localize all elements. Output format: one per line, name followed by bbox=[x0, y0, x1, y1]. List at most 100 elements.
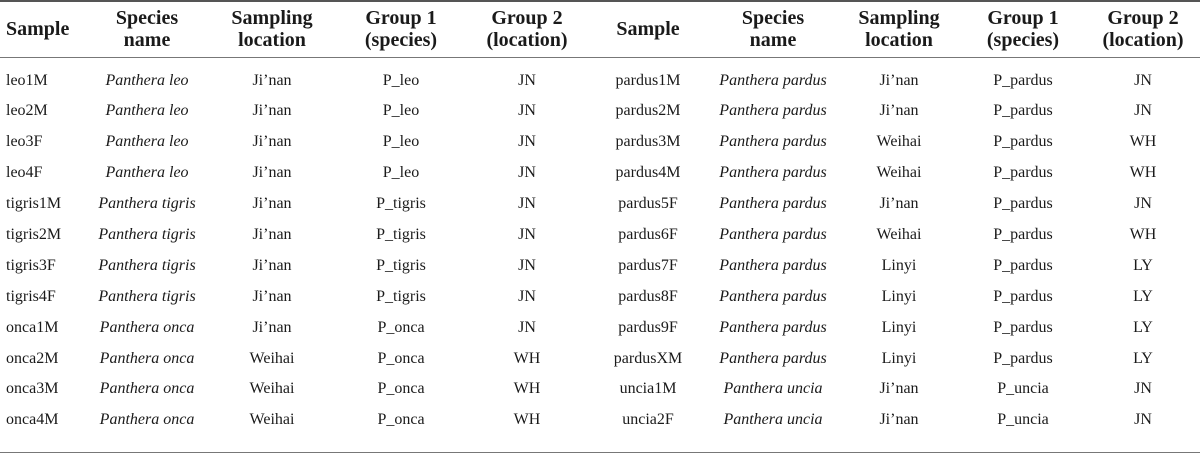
column-header-line: Group 1 bbox=[365, 7, 437, 29]
group2-cell: JN bbox=[518, 164, 536, 182]
sample-cell: pardus4M bbox=[615, 164, 681, 182]
group1-cell: P_leo bbox=[382, 102, 420, 120]
group2-cell: WH bbox=[513, 380, 541, 398]
table-header-rule bbox=[0, 57, 1200, 58]
location-cell: Ji’nan bbox=[252, 287, 292, 305]
group2-cell: WH bbox=[513, 411, 541, 429]
sample-cell: onca1M bbox=[6, 318, 59, 336]
table-row: tigris3F Panthera tigris Ji’nan P_tigris JN p… bbox=[0, 250, 1200, 281]
sample-cell: leo4F bbox=[6, 164, 43, 182]
group1-cell: P_pardus bbox=[993, 195, 1053, 213]
column-header: Group 2 (location) bbox=[1086, 0, 1200, 58]
group2-cell: JN bbox=[1134, 411, 1152, 429]
species-cell: Panthera pardus bbox=[719, 226, 827, 243]
group1-cell: P_pardus bbox=[993, 164, 1053, 182]
group2-cell: LY bbox=[1133, 287, 1153, 305]
group1-cell: P_onca bbox=[377, 380, 425, 398]
table-row: onca1M Panthera onca Ji’nan P_onca JN pardus9… bbox=[0, 312, 1200, 343]
column-header-line: location bbox=[865, 29, 933, 51]
column-header: Sampling location bbox=[208, 0, 336, 58]
species-cell: Panthera pardus bbox=[719, 72, 827, 89]
column-header-line: Species bbox=[741, 7, 805, 29]
group1-cell: P_pardus bbox=[993, 72, 1053, 89]
group2-cell: JN bbox=[518, 318, 536, 336]
group2-cell: WH bbox=[1129, 164, 1157, 182]
group2-cell: JN bbox=[1134, 380, 1152, 398]
sample-cell: tigris4F bbox=[6, 287, 56, 305]
location-cell: Ji’nan bbox=[252, 256, 292, 274]
sample-cell: pardus2M bbox=[615, 102, 681, 120]
column-header-line: Sampling bbox=[858, 7, 940, 29]
species-cell: Panthera leo bbox=[105, 133, 189, 151]
column-header-line: Sampling bbox=[231, 7, 313, 29]
table-body: leo1M Panthera leo Ji’nan P_leo JN pardus1M Pa… bbox=[0, 58, 1200, 436]
group1-cell: P_pardus bbox=[993, 133, 1053, 151]
sample-cell: uncia1M bbox=[619, 380, 677, 398]
species-cell: Panthera onca bbox=[99, 411, 195, 429]
location-cell: Ji’nan bbox=[879, 380, 919, 398]
sample-cell: pardus8F bbox=[618, 287, 678, 305]
group1-cell: P_pardus bbox=[993, 102, 1053, 120]
sample-cell: onca4M bbox=[6, 411, 59, 429]
location-cell: Ji’nan bbox=[252, 72, 292, 89]
sample-table: Sample Species name Sampling location Group 1… bbox=[0, 0, 1200, 436]
group1-cell: P_uncia bbox=[997, 411, 1049, 429]
table-row: tigris2M Panthera tigris Ji’nan P_tigris JN p… bbox=[0, 220, 1200, 251]
group2-cell: WH bbox=[1129, 226, 1157, 243]
group2-cell: LY bbox=[1133, 349, 1153, 367]
species-cell: Panthera pardus bbox=[719, 318, 827, 336]
location-cell: Linyi bbox=[881, 349, 917, 367]
column-header-line: (species) bbox=[364, 29, 438, 51]
group1-cell: P_leo bbox=[382, 72, 420, 89]
group2-cell: JN bbox=[518, 287, 536, 305]
location-cell: Weihai bbox=[876, 133, 922, 151]
sample-cell: pardus7F bbox=[618, 256, 678, 274]
location-cell: Ji’nan bbox=[252, 318, 292, 336]
table-row: leo1M Panthera leo Ji’nan P_leo JN pardus1M Pa… bbox=[0, 58, 1200, 96]
group1-cell: P_pardus bbox=[993, 226, 1053, 243]
column-header: Group 1 (species) bbox=[336, 0, 466, 58]
column-header: Sampling location bbox=[838, 0, 960, 58]
sample-cell: pardus6F bbox=[618, 226, 678, 243]
species-cell: Panthera tigris bbox=[98, 195, 196, 213]
species-cell: Panthera pardus bbox=[719, 287, 827, 305]
group2-cell: LY bbox=[1133, 318, 1153, 336]
location-cell: Linyi bbox=[881, 256, 917, 274]
table-row: onca3M Panthera onca Weihai P_onca WH uncia1M… bbox=[0, 374, 1200, 405]
location-cell: Ji’nan bbox=[252, 195, 292, 213]
location-cell: Ji’nan bbox=[252, 102, 292, 120]
column-header-line: Group 2 bbox=[491, 7, 563, 29]
column-header-line: Species bbox=[115, 7, 179, 29]
group1-cell: P_tigris bbox=[376, 195, 426, 213]
sample-cell: leo3F bbox=[6, 133, 43, 151]
group2-cell: WH bbox=[1129, 133, 1157, 151]
table-top-rule bbox=[0, 0, 1200, 2]
location-cell: Ji’nan bbox=[252, 133, 292, 151]
table-row: onca4M Panthera onca Weihai P_onca WH uncia2F… bbox=[0, 405, 1200, 436]
location-cell: Ji’nan bbox=[879, 195, 919, 213]
species-cell: Panthera pardus bbox=[719, 102, 827, 120]
species-cell: Panthera pardus bbox=[719, 133, 827, 151]
column-header: Species name bbox=[708, 0, 838, 58]
location-cell: Ji’nan bbox=[879, 102, 919, 120]
column-header-line: location bbox=[238, 29, 306, 51]
column-header: Sample bbox=[588, 0, 708, 58]
species-cell: Panthera tigris bbox=[98, 226, 196, 243]
group1-cell: P_pardus bbox=[993, 287, 1053, 305]
group2-cell: LY bbox=[1133, 256, 1153, 274]
sample-cell: uncia2F bbox=[622, 411, 674, 429]
group1-cell: P_pardus bbox=[993, 349, 1053, 367]
species-cell: Panthera uncia bbox=[723, 380, 823, 398]
species-cell: Panthera tigris bbox=[98, 256, 196, 274]
table-row: leo2M Panthera leo Ji’nan P_leo JN pardus2M Pa… bbox=[0, 96, 1200, 127]
group2-cell: JN bbox=[1134, 102, 1152, 120]
location-cell: Ji’nan bbox=[879, 411, 919, 429]
species-cell: Panthera pardus bbox=[719, 164, 827, 182]
column-header-line: (location) bbox=[486, 29, 568, 51]
column-header-line: name bbox=[749, 29, 797, 51]
species-cell: Panthera onca bbox=[99, 349, 195, 367]
table-row: leo3F Panthera leo Ji’nan P_leo JN pardus3M Pa… bbox=[0, 127, 1200, 158]
location-cell: Weihai bbox=[249, 411, 295, 429]
group2-cell: JN bbox=[1134, 72, 1152, 89]
